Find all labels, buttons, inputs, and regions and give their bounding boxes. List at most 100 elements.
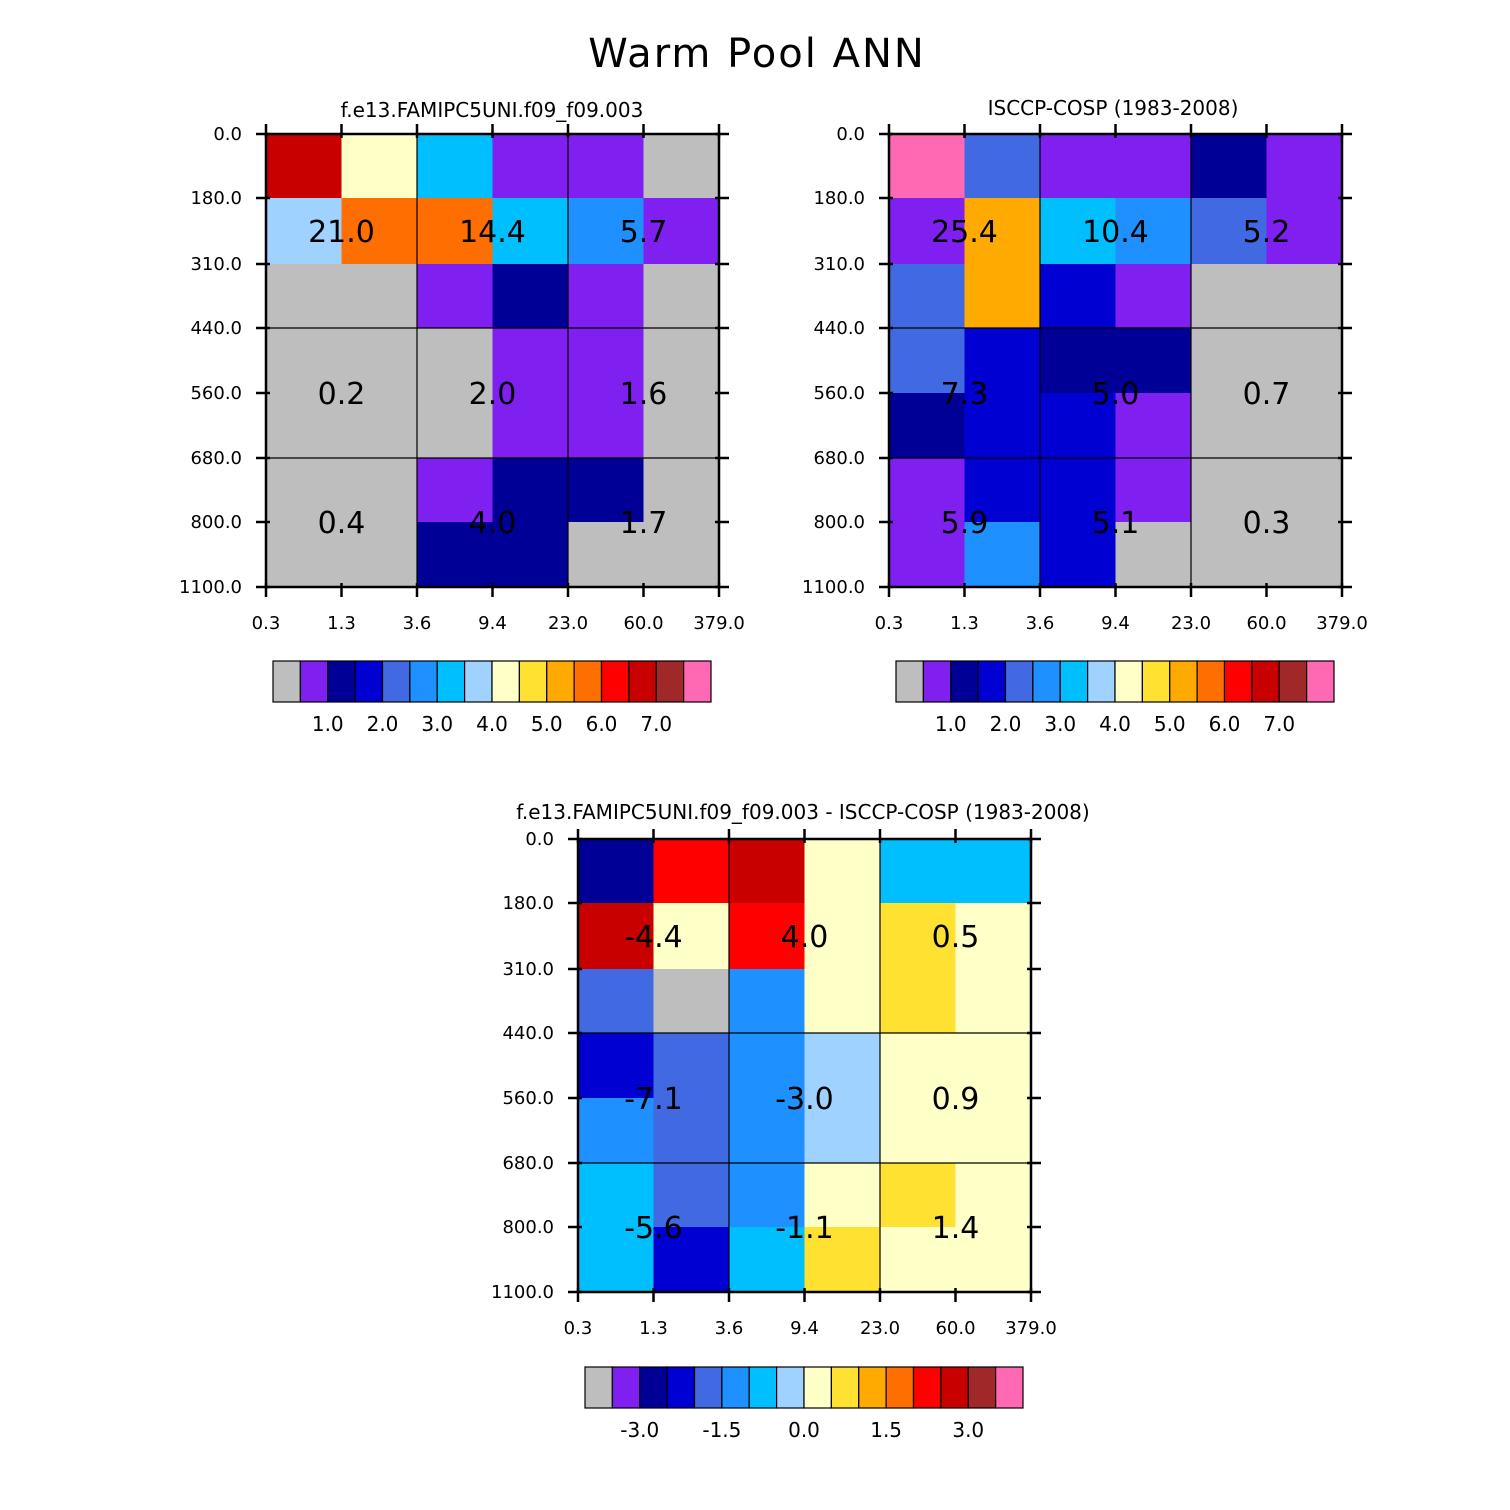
- y-tick-label: 560.0: [502, 1088, 554, 1109]
- heatmap-cell: [729, 1227, 806, 1293]
- heatmap-cell: [653, 1227, 730, 1293]
- colorbar-swatch: [354, 660, 384, 703]
- heatmap-cell: [568, 393, 645, 459]
- heatmap-cell: [266, 264, 343, 329]
- y-tick-label: 440.0: [502, 1023, 554, 1044]
- y-tick-label: 1100.0: [802, 577, 865, 598]
- heatmap-cell: [568, 522, 645, 588]
- heatmap-cell: [1115, 522, 1192, 588]
- cell-value-label: 0.3: [1243, 506, 1291, 541]
- colorbar-swatch: [639, 1366, 668, 1409]
- heatmap-cell: [729, 839, 806, 904]
- cell-value-label: 0.9: [932, 1082, 980, 1117]
- heatmap-cell: [492, 393, 569, 459]
- heatmap-cell: [804, 839, 881, 904]
- heatmap-cell: [1191, 393, 1268, 459]
- heatmap-cell: [266, 458, 343, 523]
- heatmap-cell: [341, 264, 418, 329]
- cell-value-label: 0.5: [932, 920, 980, 955]
- heatmap-cell: [1191, 458, 1268, 523]
- heatmap-cell: [1266, 458, 1343, 523]
- colorbar-swatch: [573, 660, 603, 703]
- heatmap-cell: [889, 328, 966, 394]
- x-tick-label: 9.4: [478, 613, 507, 634]
- x-tick-label: 23.0: [548, 613, 588, 634]
- y-tick-label: 310.0: [190, 254, 242, 275]
- colorbar-swatch: [628, 660, 657, 703]
- y-tick-label: 680.0: [813, 448, 865, 469]
- heatmap-cell: [729, 969, 806, 1034]
- x-tick-label: 23.0: [1171, 613, 1211, 634]
- panel-title: ISCCP-COSP (1983-2008): [988, 96, 1239, 120]
- heatmap-cell: [880, 839, 957, 904]
- heatmap-cell: [568, 134, 645, 199]
- cell-value-label: -1.1: [775, 1211, 834, 1246]
- heatmap-cell: [578, 1098, 655, 1164]
- heatmap-cell: [1115, 264, 1192, 329]
- colorbar-swatch: [721, 1366, 750, 1409]
- heatmap-cell: [653, 903, 730, 970]
- heatmap-cell: [1266, 393, 1343, 459]
- heatmap-cell: [729, 1098, 806, 1164]
- colorbar-swatch: [940, 1366, 969, 1409]
- heatmap-cell: [341, 458, 418, 523]
- y-tick-label: 0.0: [836, 124, 865, 145]
- page-title: Warm Pool ANN: [588, 31, 926, 77]
- heatmap-cell: [578, 1163, 655, 1228]
- colorbar-swatch: [546, 660, 575, 703]
- heatmap-cell: [729, 1033, 806, 1099]
- heatmap-cell: [1191, 264, 1268, 329]
- cell-value-label: 0.7: [1243, 377, 1291, 412]
- heatmap-cell: [1191, 198, 1268, 265]
- heatmap-cell: [1115, 328, 1192, 394]
- heatmap-cell: [578, 1033, 655, 1099]
- heatmap-cell: [964, 393, 1041, 459]
- heatmap-cell: [1040, 458, 1117, 523]
- heatmap-cell: [492, 264, 569, 329]
- colorbar-label: 1.0: [935, 712, 967, 736]
- heatmap-cell: [880, 969, 957, 1034]
- heatmap-cell: [880, 1033, 957, 1099]
- cell-value-label: -7.1: [624, 1082, 683, 1117]
- heatmap-cell: [643, 264, 720, 329]
- cell-value-label: 1.6: [620, 377, 668, 412]
- colorbar-swatch: [584, 1366, 613, 1409]
- y-tick-label: 680.0: [190, 448, 242, 469]
- y-tick-label: 680.0: [502, 1153, 554, 1174]
- cell-value-label: -5.6: [624, 1211, 683, 1246]
- colorbar-swatch: [1087, 660, 1116, 703]
- colorbar-swatch: [436, 660, 466, 703]
- heatmap-cell: [955, 1098, 1032, 1164]
- heatmap-cell: [1040, 393, 1117, 459]
- heatmap-cell: [889, 198, 966, 265]
- colorbar-swatch: [272, 660, 301, 703]
- cell-value-label: -3.0: [775, 1082, 834, 1117]
- heatmap-cell: [417, 522, 494, 588]
- heatmap-cell: [492, 458, 569, 523]
- heatmap-cell: [653, 1033, 730, 1099]
- heatmap-cell: [955, 969, 1032, 1034]
- heatmap-cell: [341, 198, 418, 265]
- heatmap-cell: [804, 1163, 881, 1228]
- x-tick-label: 0.3: [252, 613, 281, 634]
- colorbar-label: -1.5: [702, 1418, 741, 1442]
- heatmap-cell: [964, 134, 1041, 199]
- panel-model: f.e13.FAMIPC5UNI.f09_f09.003 21.0 14.4 5.7…: [179, 98, 745, 736]
- heatmap-cell: [643, 328, 720, 394]
- cell-value-label: 5.0: [1092, 377, 1140, 412]
- heatmap-cell: [880, 1227, 957, 1293]
- heatmap-cell: [643, 198, 720, 265]
- colorbar-swatch: [327, 660, 356, 703]
- heatmap-cell: [804, 1227, 881, 1293]
- heatmap-cell: [568, 198, 645, 265]
- heatmap-cell: [964, 198, 1041, 265]
- colorbar-swatch: [776, 1366, 805, 1409]
- heatmap-cell: [955, 1227, 1032, 1293]
- heatmap-cell: [964, 328, 1041, 394]
- colorbar-label: 3.0: [1044, 712, 1076, 736]
- heatmap-cell: [578, 839, 655, 904]
- heatmap-cell: [341, 522, 418, 588]
- y-tick-label: 1100.0: [491, 1282, 554, 1303]
- heatmap-cell: [417, 264, 494, 329]
- heatmap-cell: [1040, 328, 1117, 394]
